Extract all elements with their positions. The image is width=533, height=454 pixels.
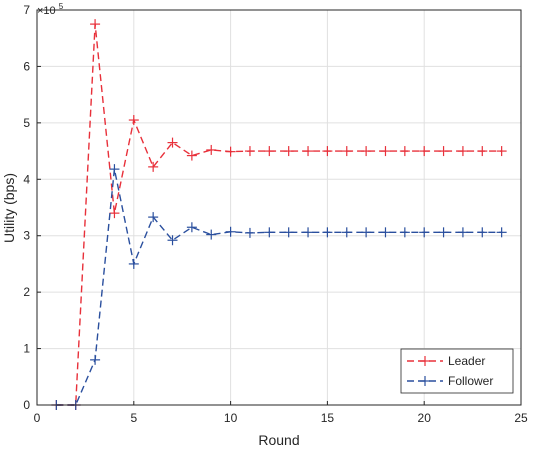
y-tick-label: 7 xyxy=(23,3,30,17)
legend-label-follower: Follower xyxy=(448,374,493,388)
data-point-follower xyxy=(148,212,159,223)
data-point-follower xyxy=(322,227,333,238)
data-point-leader xyxy=(419,146,430,157)
y-tick-label: 4 xyxy=(23,172,30,186)
x-tick-label: 25 xyxy=(514,411,528,425)
data-point-follower xyxy=(167,235,178,246)
x-tick-label: 0 xyxy=(34,411,41,425)
data-point-leader xyxy=(303,146,314,157)
x-tick-label: 20 xyxy=(418,411,432,425)
y-exponent-power: 5 xyxy=(59,2,64,11)
data-point-leader xyxy=(225,146,236,157)
data-point-follower xyxy=(206,229,217,240)
data-point-leader xyxy=(322,146,333,157)
legend-label-leader: Leader xyxy=(448,354,485,368)
data-point-leader xyxy=(109,208,120,219)
data-point-follower xyxy=(341,227,352,238)
y-axis-label: Utility (bps) xyxy=(1,173,17,243)
data-point-follower xyxy=(399,227,410,238)
data-point-follower xyxy=(283,227,294,238)
data-point-follower xyxy=(303,227,314,238)
data-point-follower xyxy=(361,227,372,238)
y-tick-label: 0 xyxy=(23,398,30,412)
data-point-leader xyxy=(477,146,488,157)
legend-entries: Leader Follower xyxy=(407,354,493,388)
data-point-leader xyxy=(283,146,294,157)
data-point-follower xyxy=(380,227,391,238)
data-point-leader xyxy=(128,115,139,126)
legend-entry-follower: Follower xyxy=(407,374,493,388)
data-point-follower xyxy=(109,164,120,175)
legend-marker-follower xyxy=(420,376,430,386)
data-point-follower xyxy=(438,227,449,238)
data-point-follower xyxy=(90,354,101,365)
data-point-leader xyxy=(167,137,178,148)
grid xyxy=(37,10,521,405)
data-point-leader xyxy=(341,146,352,157)
data-point-follower xyxy=(244,227,255,238)
legend-marker-leader xyxy=(420,356,430,366)
data-point-follower xyxy=(186,222,197,233)
y-tick-label: 1 xyxy=(23,342,30,356)
data-point-leader xyxy=(148,161,159,172)
y-tick-label: 2 xyxy=(23,285,30,299)
data-point-leader xyxy=(438,146,449,157)
data-point-leader xyxy=(399,146,410,157)
legend-entry-leader: Leader xyxy=(407,354,485,368)
data-point-follower xyxy=(225,226,236,237)
y-tick-label: 3 xyxy=(23,229,30,243)
data-point-leader xyxy=(206,144,217,155)
ticks: 0 5 10 15 20 25 0 1 2 3 4 5 6 7 xyxy=(23,3,528,425)
x-tick-label: 10 xyxy=(224,411,238,425)
x-tick-label: 15 xyxy=(321,411,335,425)
data-point-leader xyxy=(496,146,507,157)
y-tick-label: 6 xyxy=(23,59,30,73)
y-tick-label: 5 xyxy=(23,116,30,130)
data-point-leader xyxy=(186,150,197,161)
data-point-leader xyxy=(90,19,101,30)
y-exponent-base: ×10 xyxy=(37,5,56,17)
data-point-leader xyxy=(380,146,391,157)
plot-area xyxy=(37,10,521,405)
x-axis-label: Round xyxy=(258,432,299,448)
x-tick-label: 5 xyxy=(130,411,137,425)
data-point-follower xyxy=(264,227,275,238)
data-point-leader xyxy=(361,146,372,157)
legend: Leader Follower xyxy=(400,348,514,394)
data-point-leader xyxy=(244,146,255,157)
data-point-follower xyxy=(419,227,430,238)
data-point-follower xyxy=(496,227,507,238)
data-point-follower xyxy=(128,258,139,269)
data-point-follower xyxy=(457,227,468,238)
data-point-follower xyxy=(477,227,488,238)
y-exponent-label: ×10 5 xyxy=(37,2,64,17)
plot-frame xyxy=(36,9,522,406)
data-point-leader xyxy=(457,146,468,157)
data-point-leader xyxy=(264,146,275,157)
legend-box xyxy=(400,348,514,394)
